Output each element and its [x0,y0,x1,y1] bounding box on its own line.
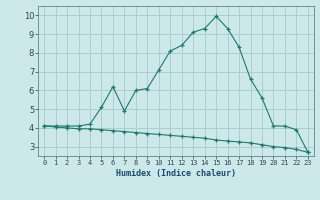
X-axis label: Humidex (Indice chaleur): Humidex (Indice chaleur) [116,169,236,178]
